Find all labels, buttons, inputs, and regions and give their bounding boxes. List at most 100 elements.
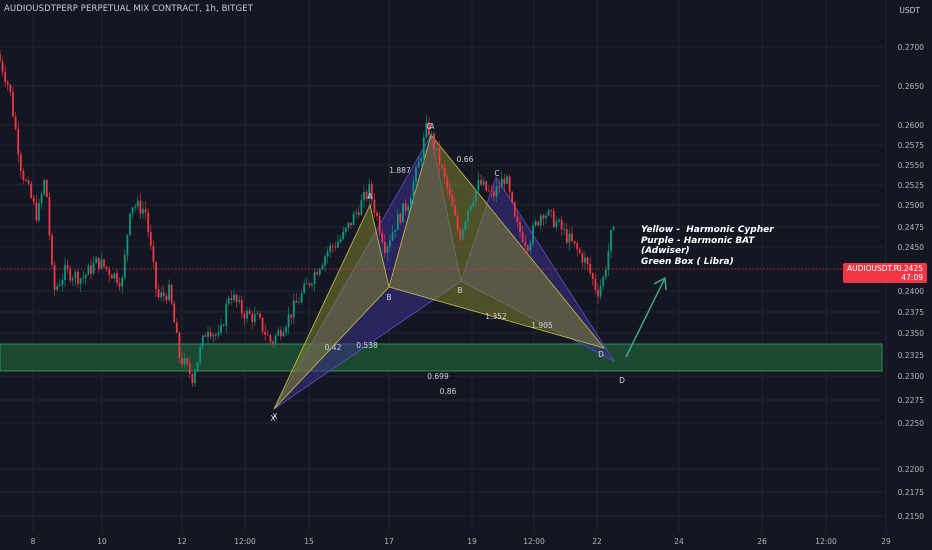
candle-body (467, 210, 469, 222)
candle-body (238, 300, 241, 302)
candle-body (196, 361, 199, 372)
candle-body (173, 303, 176, 323)
cypher-bcd-triangle (388, 134, 606, 349)
candle-body (339, 239, 342, 242)
candle-body (363, 192, 365, 201)
candle-body (526, 245, 529, 251)
candle-body (519, 222, 521, 233)
y-tick-label: 0.2600 (898, 121, 924, 130)
y-tick-label: 0.2200 (898, 465, 924, 474)
current-price-badge: AUDIOUSDT.P 0.2425 47:09 (843, 263, 927, 283)
candle-body (552, 211, 555, 227)
candle-body (225, 303, 228, 326)
candle-body (370, 184, 373, 200)
candle-body (308, 283, 311, 286)
price-unit-label: USDT (899, 6, 920, 15)
cypher-ratio-xcd: 0.86 (440, 387, 457, 396)
candle-body (103, 259, 105, 267)
candle-body (394, 229, 397, 233)
candle-body (534, 221, 537, 226)
candle-body (389, 240, 391, 247)
candle-body (396, 214, 399, 230)
cypher-ratio-abc: 1.887 (389, 166, 411, 175)
candle-body (165, 295, 168, 301)
candle-body (230, 298, 233, 301)
candle-body (589, 263, 592, 274)
x-tick-label: 24 (674, 537, 684, 546)
candle-body (417, 161, 420, 168)
y-tick-label: 0.2450 (898, 243, 924, 252)
candle-body (493, 191, 495, 197)
candle-body (9, 84, 12, 93)
x-tick-label: 8 (31, 537, 36, 546)
y-tick-label: 0.2575 (898, 141, 924, 150)
candle-body (550, 210, 553, 212)
candle-body (222, 325, 225, 326)
candle-body (472, 201, 475, 206)
candle-body (438, 147, 441, 166)
candle-body (298, 302, 300, 303)
candle-body (321, 265, 324, 270)
candle-body (246, 310, 248, 319)
candle-body (82, 277, 85, 279)
candle-body (183, 358, 186, 365)
x-tick-label: 17 (384, 537, 394, 546)
candle-body (487, 190, 490, 192)
candle-body (123, 254, 126, 278)
candle-body (14, 116, 17, 130)
cypher-xab-triangle (273, 203, 390, 410)
candle-body (25, 180, 27, 181)
candle-body (597, 289, 599, 297)
y-tick-label: 0.2275 (898, 396, 924, 405)
candle-body (454, 206, 456, 216)
y-tick-label: 0.2375 (898, 308, 924, 317)
candle-body (149, 232, 152, 246)
candle-body (266, 334, 269, 336)
candle-body (279, 330, 282, 337)
candle-body (435, 147, 438, 151)
candle-body (168, 284, 170, 301)
candle-body (160, 292, 163, 298)
candle-body (290, 314, 293, 318)
candle-body (477, 179, 480, 191)
candle-body (344, 227, 347, 232)
candle-body (461, 229, 464, 240)
candle-body (560, 219, 563, 230)
candle-body (373, 199, 376, 213)
candle-body (4, 72, 7, 83)
bat-ratio-xad: 0.699 (427, 372, 449, 381)
bat-ratio-xab: 0.538 (356, 341, 378, 350)
candle-body (147, 212, 150, 233)
candle-body (212, 334, 215, 337)
x-tick-label: 29 (881, 537, 891, 546)
candle-body (399, 214, 402, 223)
cypher-label-a: A (367, 192, 373, 201)
candle-body (464, 221, 467, 230)
candle-body (45, 180, 48, 198)
candle-body (420, 158, 423, 162)
x-tick-label: 12:00 (815, 537, 837, 546)
y-tick-label: 0.2650 (898, 82, 924, 91)
candle-body (71, 278, 74, 281)
candle-body (155, 261, 157, 290)
candle-body (511, 191, 514, 203)
candle-body (17, 129, 20, 155)
candle-body (412, 182, 415, 198)
x-tick-label: 26 (757, 537, 767, 546)
bat-label-x: X (272, 412, 277, 421)
candle-body (74, 271, 77, 279)
x-tick-label: 12:00 (523, 537, 545, 546)
y-tick-label: 0.2175 (898, 488, 924, 497)
candle-body (404, 203, 407, 211)
candle-body (352, 213, 355, 226)
candle-body (545, 215, 547, 219)
candle-body (402, 203, 404, 223)
candle-body (175, 322, 178, 333)
candle-body (139, 200, 142, 214)
candle-body (498, 186, 501, 188)
cypher-ratio-xab: 0.42 (325, 343, 342, 352)
candle-body (407, 206, 410, 211)
candle-body (90, 265, 92, 274)
candle-body (162, 292, 165, 296)
